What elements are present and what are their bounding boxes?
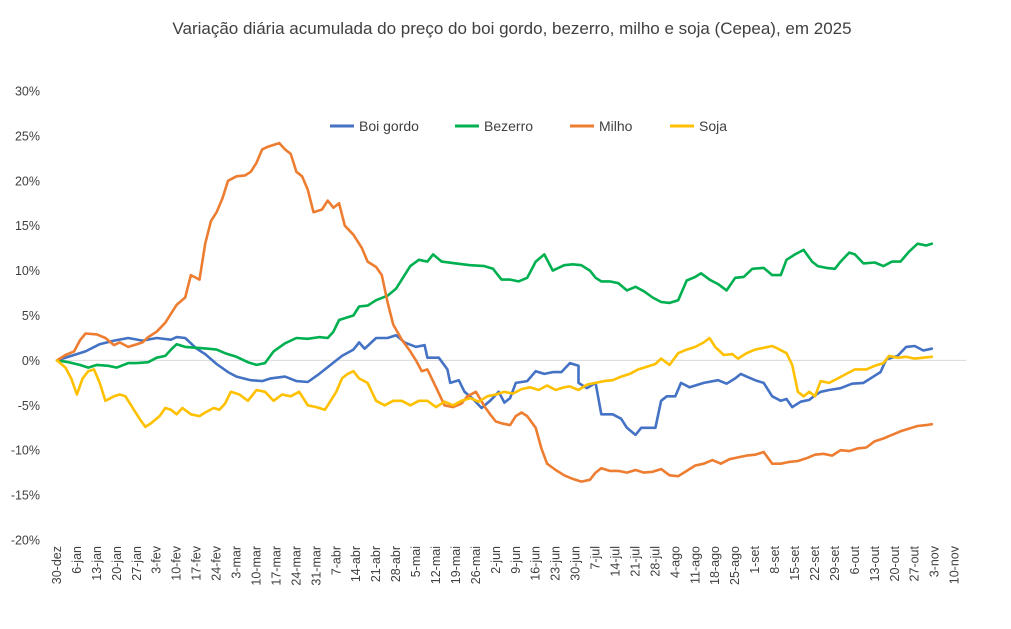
x-tick-label: 10-fev [170, 545, 184, 580]
legend-label-soja: Soja [699, 118, 727, 134]
x-tick-label: 27-out [908, 545, 922, 581]
x-tick-label: 8-set [768, 545, 782, 573]
x-tick-label: 27-jan [130, 546, 144, 581]
x-tick-label: 6-out [848, 545, 862, 574]
x-tick-label: 17-mar [269, 546, 283, 586]
y-tick-label: -10% [11, 444, 40, 458]
x-tick-label: 12-mai [429, 546, 443, 584]
legend-label-boi-gordo: Boi gordo [359, 118, 419, 134]
x-tick-label: 19-mai [449, 546, 463, 584]
x-tick-label: 14-jul [609, 546, 623, 577]
x-tick-label: 23-jun [549, 546, 563, 581]
y-axis: -20% -15% -10% -5% 0% 5% 10% 15% 20% 25% 30% [11, 85, 40, 548]
x-tick-label: 24-mar [289, 546, 303, 586]
y-tick-label: 15% [15, 219, 40, 233]
y-tick-label: -5% [18, 399, 40, 413]
x-tick-label: 6-jan [70, 546, 84, 574]
x-tick-label: 3-mar [230, 546, 244, 579]
x-tick-label: 20-jan [110, 546, 124, 581]
x-tick-label: 18-ago [708, 546, 722, 585]
x-tick-label: 17-fev [190, 545, 204, 580]
y-tick-label: 5% [22, 309, 40, 323]
x-tick-label: 21-abr [369, 546, 383, 582]
x-tick-label: 29-set [828, 545, 842, 580]
legend: Boi gordo Bezerro Milho Soja [330, 118, 727, 134]
x-tick-label: 21-jul [628, 546, 642, 577]
y-tick-label: -20% [11, 534, 40, 548]
x-tick-label: 2-jun [489, 546, 503, 574]
x-tick-label: 20-out [888, 545, 902, 581]
x-tick-label: 16-jun [529, 546, 543, 581]
series-group [55, 141, 934, 483]
x-tick-label: 13-jan [90, 546, 104, 581]
x-tick-label: 4-ago [668, 546, 682, 578]
y-tick-label: 20% [15, 174, 40, 188]
x-tick-label: 3-nov [928, 545, 942, 577]
x-tick-label: 28-jul [648, 546, 662, 577]
x-tick-label: 11-ago [688, 546, 702, 584]
series-line-boi-gordo [55, 334, 934, 437]
y-tick-label: 30% [15, 85, 40, 99]
x-axis: 30-dez 6-jan 13-jan 20-jan 27-jan 3-fev 10-fev… [50, 545, 962, 585]
chart-title: Variação diária acumulada do preço do bo… [172, 19, 851, 38]
y-tick-label: 0% [22, 354, 40, 368]
x-tick-label: 24-fev [210, 545, 224, 580]
legend-label-bezerro: Bezerro [484, 118, 533, 134]
x-tick-label: 9-jun [509, 546, 523, 574]
x-tick-label: 7-abr [329, 546, 343, 575]
series-line-soja [55, 336, 934, 429]
series-line-bezerro [55, 242, 934, 369]
x-tick-label: 15-set [788, 545, 802, 580]
x-tick-label: 7-jul [589, 546, 603, 570]
x-tick-label: 14-abr [349, 546, 363, 582]
x-tick-label: 30-jun [569, 546, 583, 581]
x-tick-label: 22-set [808, 545, 822, 580]
x-tick-label: 31-mar [309, 546, 323, 586]
y-tick-label: 10% [15, 264, 40, 278]
y-tick-label: 25% [15, 129, 40, 143]
x-tick-label: 1-set [748, 545, 762, 573]
x-tick-label: 30-dez [50, 546, 64, 584]
x-tick-label: 10-nov [948, 545, 962, 584]
x-tick-label: 10-mar [249, 546, 263, 586]
x-tick-label: 5-mai [409, 546, 423, 577]
x-tick-label: 28-abr [389, 546, 403, 582]
y-tick-label: -15% [11, 489, 40, 503]
legend-label-milho: Milho [599, 118, 633, 134]
x-tick-label: 13-out [868, 545, 882, 581]
x-tick-label: 3-fev [150, 545, 164, 574]
x-tick-label: 26-mai [469, 546, 483, 584]
x-tick-label: 25-ago [728, 546, 742, 585]
